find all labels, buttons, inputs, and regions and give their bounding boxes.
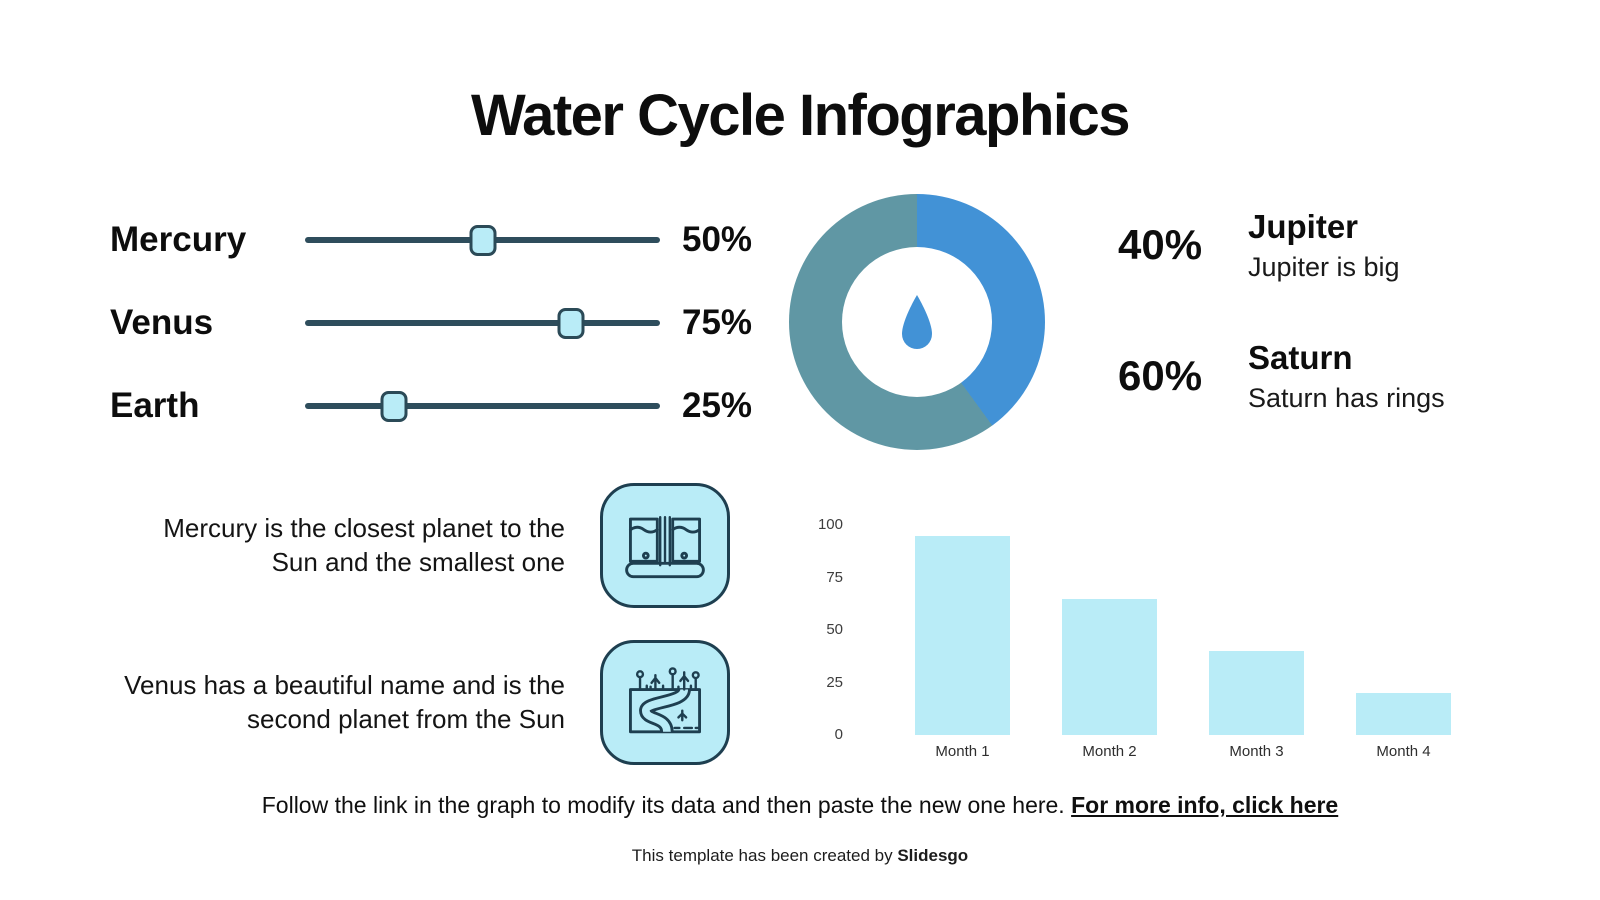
slider-venus[interactable]	[305, 301, 660, 345]
feature-row-venus: Venus has a beautiful name and is the se…	[110, 640, 730, 765]
legend-name-saturn: Saturn	[1248, 338, 1353, 376]
slider-mercury[interactable]	[305, 218, 660, 262]
donut-legend: 40% Jupiter Jupiter is big 60% Saturn Sa…	[1118, 208, 1445, 470]
legend-name-jupiter: Jupiter	[1248, 208, 1359, 245]
sliders-section: Mercury 50% Venus 75% Earth 25%	[110, 218, 752, 467]
slider-thumb-earth[interactable]	[380, 391, 408, 422]
slider-row-venus: Venus 75%	[110, 301, 752, 345]
legend-row-jupiter: 40% Jupiter Jupiter is big	[1118, 208, 1445, 283]
donut-chart	[789, 194, 1045, 450]
slider-row-earth: Earth 25%	[110, 384, 752, 428]
slider-label-venus: Venus	[110, 303, 214, 342]
bar-month-3	[1209, 651, 1304, 735]
slider-thumb-mercury[interactable]	[469, 225, 496, 256]
slider-earth[interactable]	[305, 384, 660, 428]
legend-pct-jupiter: 40%	[1118, 221, 1203, 269]
legend-desc-jupiter: Jupiter is big	[1248, 251, 1400, 282]
credit-line: This template has been created by Slides…	[0, 846, 1600, 866]
y-axis-tick: 50	[826, 621, 843, 638]
feature-text-mercury: Mercury is the closest planet to the Sun…	[163, 513, 565, 577]
x-axis-label: Month 2	[1082, 743, 1137, 760]
y-axis-tick: 25	[826, 673, 843, 691]
credit-brand: Slidesgo	[897, 846, 969, 865]
slider-label-mercury: Mercury	[110, 220, 247, 259]
donut-hole	[842, 247, 992, 397]
slider-value-venus: 75%	[682, 303, 753, 342]
feature-row-mercury: Mercury is the closest planet to the Sun…	[110, 483, 730, 608]
footer-note: Follow the link in the graph to modify i…	[0, 792, 1600, 819]
water-drop-icon	[902, 295, 932, 349]
bar-month-4	[1356, 693, 1451, 735]
credit-text: This template has been created by	[631, 846, 898, 865]
x-axis-label: Month 3	[1229, 743, 1284, 760]
y-axis-tick: 100	[817, 516, 843, 533]
y-axis-tick: 75	[826, 568, 843, 586]
slider-label-earth: Earth	[110, 386, 200, 425]
slider-track[interactable]	[305, 320, 660, 326]
more-info-link[interactable]: For more info, click here	[1071, 792, 1339, 818]
bar-month-1	[915, 535, 1010, 735]
legend-desc-saturn: Saturn has rings	[1248, 382, 1445, 413]
features-section: Mercury is the closest planet to the Sun…	[110, 483, 730, 797]
slider-track[interactable]	[305, 403, 660, 409]
page-title: Water Cycle Infographics	[470, 83, 1131, 148]
bar-chart: 0 25 50 75 100 Month 1 Month 2 Month 3 Month 4	[810, 500, 1490, 770]
waterfall-icon	[600, 483, 730, 608]
x-axis-label: Month 1	[935, 743, 990, 760]
footer-note-text: Follow the link in the graph to modify i…	[261, 792, 1072, 818]
legend-row-saturn: 60% Saturn Saturn has rings	[1118, 339, 1445, 414]
slider-row-mercury: Mercury 50%	[110, 218, 752, 262]
y-axis-tick: 0	[834, 726, 843, 743]
legend-pct-saturn: 60%	[1118, 352, 1203, 400]
x-axis-label: Month 4	[1376, 743, 1431, 760]
slider-thumb-venus[interactable]	[557, 308, 585, 339]
river-icon	[600, 640, 730, 765]
slider-value-mercury: 50%	[682, 220, 753, 259]
slider-value-earth: 25%	[682, 386, 753, 425]
feature-text-venus: Venus has a beautiful name and is the se…	[124, 670, 565, 734]
bar-month-2	[1062, 598, 1157, 735]
